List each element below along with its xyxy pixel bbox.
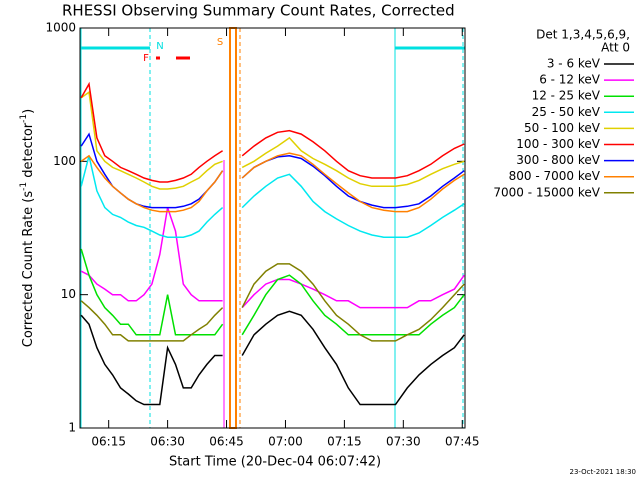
annotation: N (156, 41, 163, 52)
annotation: F (143, 53, 149, 64)
y-tick-label: 1 (68, 421, 76, 435)
y-label-part: ) (21, 109, 36, 114)
y-label-part: detector (21, 122, 36, 182)
x-tick-label: 06:15 (91, 435, 126, 449)
legend-label: 12 - 25 keV (532, 89, 601, 103)
plot-frame (79, 27, 466, 429)
series-line (80, 248, 465, 336)
y-axis-label: Corrected Count Rate (s-1 detector-1) (19, 109, 36, 347)
x-tick-label: 07:15 (327, 435, 362, 449)
x-tick-label: 07:45 (445, 435, 480, 449)
chart-title: RHESSI Observing Summary Count Rates, Co… (62, 2, 455, 20)
x-tick-label: 07:00 (268, 435, 303, 449)
legend-label: 100 - 300 keV (516, 137, 600, 151)
y-label-sup: -1 (19, 114, 29, 123)
legend-title: Det 1,3,4,5,6,9, (536, 28, 630, 42)
series-line (80, 310, 465, 406)
x-tick-label: 07:30 (386, 435, 421, 449)
series-line (80, 81, 465, 183)
footer: 23-Oct-2021 18:30 (570, 468, 636, 476)
legend-label: 300 - 800 keV (516, 153, 600, 167)
y-label-part: Corrected Count Rate (s (21, 191, 36, 348)
y-label-sup: -1 (19, 182, 29, 191)
legend-label: 6 - 12 keV (539, 73, 601, 87)
series-line (80, 90, 465, 190)
y-tick-label: 100 (53, 154, 76, 168)
legend-label: 50 - 100 keV (524, 121, 601, 135)
series-line (80, 152, 465, 213)
annotation: S (217, 37, 223, 48)
legend-label: 25 - 50 keV (532, 105, 601, 119)
legend-title: Att 0 (601, 41, 630, 55)
legend-label: 7000 - 15000 keV (493, 185, 600, 199)
legend-label: 3 - 6 keV (547, 57, 601, 71)
series-line (80, 263, 465, 342)
x-axis-label: Start Time (20-Dec-04 06:07:42) (169, 455, 381, 470)
y-tick-label: 10 (61, 287, 76, 301)
x-tick-label: 06:30 (150, 435, 185, 449)
y-tick-label: 1000 (45, 21, 76, 35)
series-line (80, 155, 465, 238)
x-tick-label: 06:45 (209, 435, 244, 449)
legend-label: 800 - 7000 keV (509, 169, 601, 183)
series-line (80, 132, 465, 209)
